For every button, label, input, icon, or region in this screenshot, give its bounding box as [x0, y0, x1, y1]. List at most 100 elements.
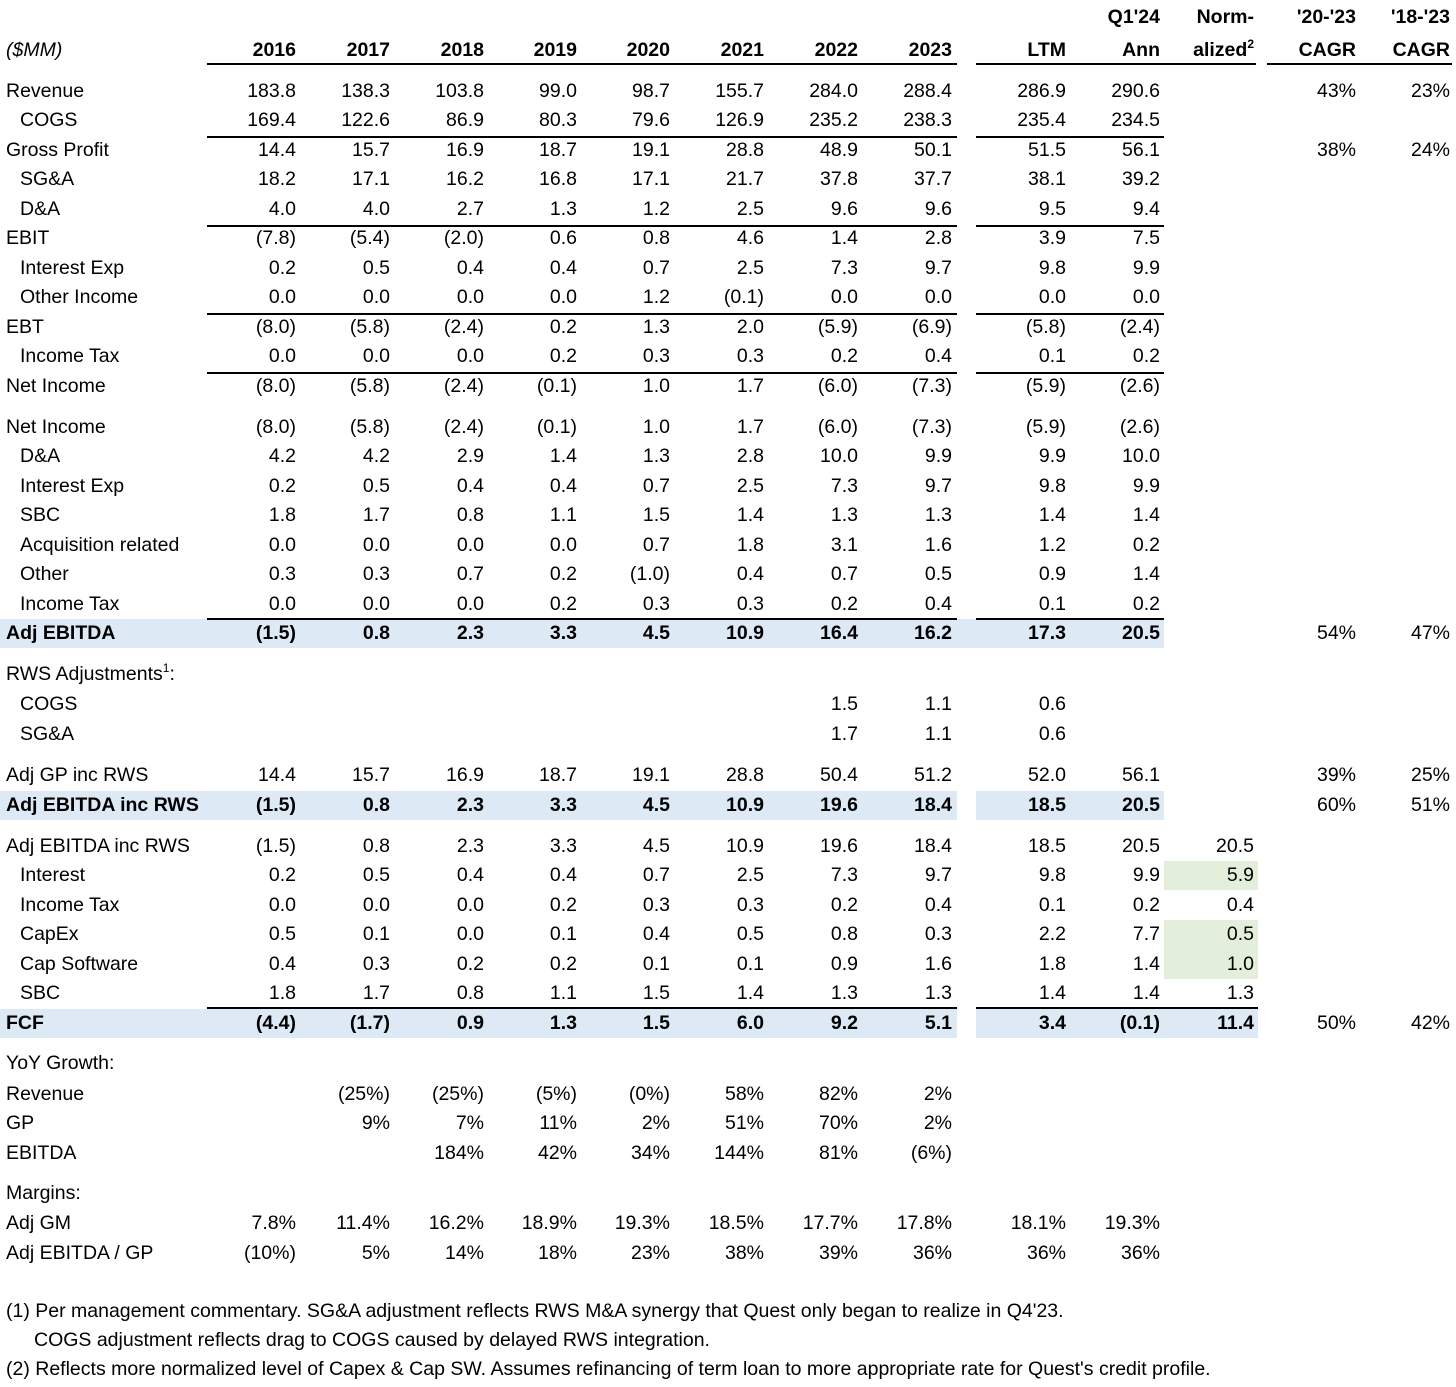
cell-revenue-9: 290.6 [1111, 80, 1160, 102]
cell-acq-9: 0.2 [1132, 534, 1160, 556]
subtotal-rule-ltm-3 [976, 372, 1164, 374]
row-label-sga: SG&A [20, 168, 75, 190]
cell-acq-2: 0.0 [456, 534, 484, 556]
cell-adj-ebitda-rws-2-1: 0.8 [362, 835, 390, 857]
cell-net-income-2-2: (2.4) [443, 416, 484, 438]
fcf-rule-ltm [976, 1007, 1258, 1009]
cell-adj-ebitda-rws-2-6: 19.6 [820, 835, 858, 857]
cell-adj-ebitda-rws-0: (1.5) [255, 794, 296, 816]
yoy-growth-label: YoY Growth: [6, 1052, 115, 1074]
cell-interest-4: 0.7 [642, 864, 670, 886]
cell-capex-1: 0.1 [362, 923, 390, 945]
rws-label-text: RWS Adjustments [6, 663, 163, 685]
rws-colon: : [169, 663, 175, 685]
cell-interest-exp-0: 0.2 [268, 257, 296, 279]
cell-da-7: 9.6 [924, 198, 952, 220]
cell-gross-profit-5: 28.8 [726, 139, 764, 161]
cell-income-tax-2-9: 0.2 [1132, 593, 1160, 615]
cell-adj-ebitda-8: 17.3 [1028, 622, 1066, 644]
cell-ebt-7: (6.9) [911, 316, 952, 338]
adj-ebitda-band [0, 619, 1164, 648]
cell-yoy-gp-5: 51% [724, 1112, 764, 1134]
cell-income-tax-4: 0.3 [642, 345, 670, 367]
cell-ebt-9: (2.4) [1119, 316, 1160, 338]
cell-sbc-6: 1.3 [830, 504, 858, 526]
cell-interest-exp-2-8: 9.8 [1038, 475, 1066, 497]
normalized-interest-box [1164, 861, 1258, 890]
cell-fcf-5: 6.0 [736, 1012, 764, 1034]
cell-sbc-2-4: 1.5 [642, 982, 670, 1004]
rws-adjustments-label: RWS Adjustments1: [6, 662, 175, 686]
rws-footnote-ref: 1 [162, 661, 170, 675]
cell-ebit-9: 7.5 [1132, 227, 1160, 249]
cell-da-9: 9.4 [1132, 198, 1160, 220]
cell-adj-gp-rws-12: 25% [1410, 764, 1450, 786]
cell-gross-profit-4: 19.1 [632, 139, 670, 161]
row-label-gross-profit: Gross Profit [6, 139, 109, 161]
cell-other-5: 0.4 [736, 563, 764, 585]
cell-sga-9: 39.2 [1122, 168, 1160, 190]
cell-gross-profit-1: 15.7 [352, 139, 390, 161]
cell-yoy-revenue-5: 58% [724, 1083, 764, 1105]
subtotal-rule-years-3 [207, 372, 957, 374]
cell-capex-10: 0.5 [1226, 923, 1254, 945]
cell-interest-exp-2-1: 0.5 [362, 475, 390, 497]
cell-yoy-ebitda-6: 81% [818, 1142, 858, 1164]
row-label-net-income-2: Net Income [6, 416, 106, 438]
cell-other-2: 0.7 [456, 563, 484, 585]
cell-fcf-12: 42% [1410, 1012, 1450, 1034]
cell-revenue-0: 183.8 [247, 80, 296, 102]
cell-fcf-0: (4.4) [255, 1012, 296, 1034]
header-rule-years [207, 63, 957, 65]
cell-ebt-5: 2.0 [736, 316, 764, 338]
cell-interest-exp-3: 0.4 [549, 257, 577, 279]
cell-income-tax-3-4: 0.3 [642, 894, 670, 916]
cell-other-3: 0.2 [549, 563, 577, 585]
cell-sga-2: 16.2 [446, 168, 484, 190]
header-rule-ltm [976, 63, 1256, 65]
cell-income-tax-2-2: 0.0 [456, 593, 484, 615]
cell-sbc-9: 1.4 [1132, 504, 1160, 526]
cell-adj-gm-6: 17.7% [802, 1212, 858, 1234]
cell-yoy-ebitda-2: 184% [434, 1142, 484, 1164]
cell-net-income-9: (2.6) [1119, 375, 1160, 397]
cell-sbc-2-5: 1.4 [736, 982, 764, 1004]
cell-income-tax-3-9: 0.2 [1132, 894, 1160, 916]
cell-da-2-7: 9.9 [924, 445, 952, 467]
row-label-ebitda-gp: Adj EBITDA / GP [6, 1242, 154, 1264]
cell-ebt-6: (5.9) [817, 316, 858, 338]
cell-cap-software-5: 0.1 [736, 953, 764, 975]
cell-other-income-3: 0.0 [549, 286, 577, 308]
subtotal-rule-ltm-1 [976, 225, 1164, 227]
cell-cogs-2: 86.9 [446, 109, 484, 131]
cell-fcf-6: 9.2 [830, 1012, 858, 1034]
cell-ebitda-gp-7: 36% [912, 1242, 952, 1264]
cell-da-5: 2.5 [736, 198, 764, 220]
cell-yoy-gp-7: 2% [923, 1112, 952, 1134]
row-label-ebit: EBIT [6, 227, 50, 249]
header-cagr2-bottom: CAGR [1392, 39, 1450, 61]
header-norm-top: Norm- [1196, 6, 1254, 28]
cell-ebt-2: (2.4) [443, 316, 484, 338]
header-q1-bottom: Ann [1122, 39, 1160, 61]
cell-sbc-2: 0.8 [456, 504, 484, 526]
cell-adj-ebitda-2: 2.3 [456, 622, 484, 644]
cell-adj-gp-rws-4: 19.1 [632, 764, 670, 786]
cell-adj-ebitda-rws-12: 51% [1410, 794, 1450, 816]
cell-adj-gp-rws-11: 39% [1316, 764, 1356, 786]
cell-cogs-3: 80.3 [539, 109, 577, 131]
cell-other-income-9: 0.0 [1132, 286, 1160, 308]
cell-da-2-0: 4.2 [268, 445, 296, 467]
cell-ebitda-gp-1: 5% [361, 1242, 390, 1264]
cell-cap-software-9: 1.4 [1132, 953, 1160, 975]
cell-adj-gp-rws-7: 51.2 [914, 764, 952, 786]
cell-yoy-ebitda-4: 34% [630, 1142, 670, 1164]
fcf-band-left [0, 1009, 957, 1038]
cell-other-income-8: 0.0 [1038, 286, 1066, 308]
cell-rws-sga-6: 1.7 [830, 723, 858, 745]
cell-adj-ebitda-7: 16.2 [914, 622, 952, 644]
cell-sbc-2-0: 1.8 [268, 982, 296, 1004]
cell-ebit-7: 2.8 [924, 227, 952, 249]
cell-interest-0: 0.2 [268, 864, 296, 886]
cell-cogs-0: 169.4 [247, 109, 296, 131]
